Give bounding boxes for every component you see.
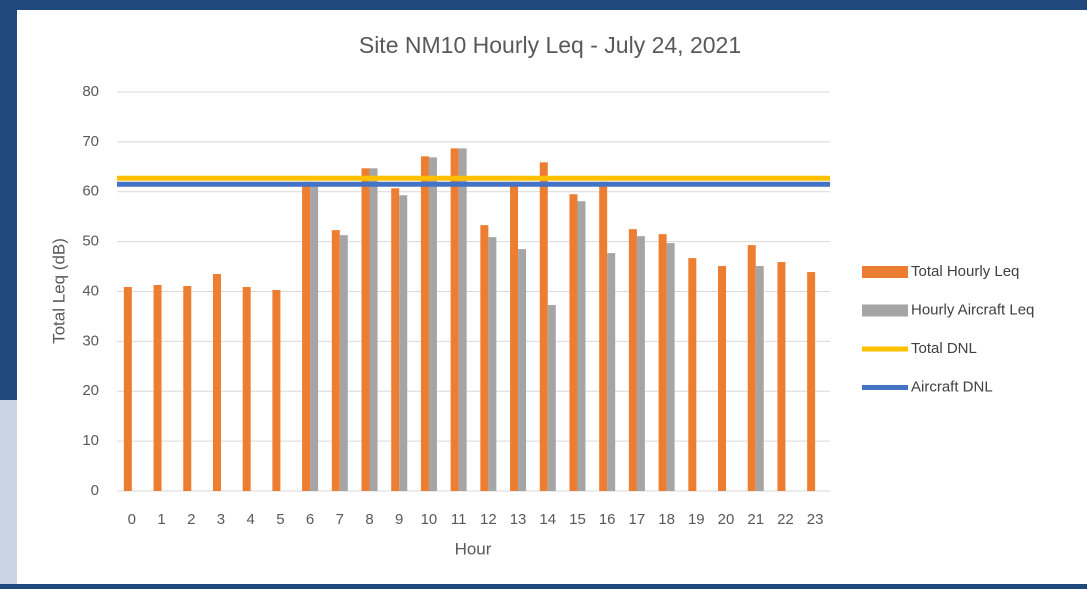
- y-tick-label: 40: [82, 282, 99, 299]
- bar: [510, 181, 519, 491]
- bar: [518, 249, 527, 491]
- bar: [607, 253, 616, 491]
- bar: [577, 201, 586, 491]
- y-tick-label: 70: [82, 133, 99, 150]
- bar: [755, 266, 764, 491]
- bar: [718, 266, 727, 491]
- legend-label: Aircraft DNL: [911, 378, 993, 395]
- bar: [450, 148, 459, 491]
- x-tick-label: 7: [336, 511, 344, 528]
- x-tick-label: 13: [510, 511, 527, 528]
- x-tick-label: 5: [276, 511, 284, 528]
- bar: [183, 286, 192, 491]
- legend-label: Total Hourly Leq: [911, 263, 1019, 280]
- bar: [539, 162, 548, 492]
- x-tick-label: 9: [395, 511, 403, 528]
- bar: [658, 234, 667, 492]
- bar: [302, 181, 311, 491]
- x-tick-label: 21: [747, 511, 764, 528]
- y-tick-label: 0: [91, 482, 99, 499]
- x-tick-label: 1: [157, 511, 165, 528]
- x-tick-label: 20: [718, 511, 735, 528]
- x-tick-label: 18: [658, 511, 675, 528]
- legend-swatch: [862, 266, 908, 278]
- x-tick-label: 8: [365, 511, 373, 528]
- y-tick-label: 10: [82, 432, 99, 449]
- bar: [369, 168, 378, 491]
- x-tick-label: 3: [217, 511, 225, 528]
- bar: [569, 194, 578, 491]
- bar: [331, 230, 340, 491]
- x-tick-label: 10: [421, 511, 438, 528]
- bar: [242, 287, 251, 491]
- bar: [636, 236, 645, 491]
- bar: [339, 235, 348, 491]
- x-tick-label: 15: [569, 511, 586, 528]
- x-tick-label: 2: [187, 511, 195, 528]
- x-tick-label: 14: [539, 511, 556, 528]
- bar: [666, 243, 675, 491]
- bar: [480, 225, 489, 491]
- bar: [488, 237, 497, 491]
- x-tick-label: 4: [247, 511, 255, 528]
- x-tick-label: 23: [807, 511, 824, 528]
- x-tick-label: 6: [306, 511, 314, 528]
- bar: [747, 245, 756, 491]
- bar: [688, 258, 697, 491]
- y-tick-label: 60: [82, 183, 99, 200]
- bar: [777, 262, 786, 491]
- x-axis-label: Hour: [455, 539, 492, 558]
- legend-label: Total DNL: [911, 340, 977, 357]
- x-tick-label: 19: [688, 511, 705, 528]
- y-tick-label: 50: [82, 233, 99, 250]
- legend-swatch: [862, 304, 908, 317]
- y-axis-label: Total Leq (dB): [49, 238, 68, 344]
- bar: [310, 181, 319, 491]
- bar: [391, 188, 400, 492]
- bar: [458, 148, 467, 491]
- x-tick-label: 12: [480, 511, 497, 528]
- x-tick-label: 11: [451, 511, 467, 528]
- bar: [212, 274, 221, 491]
- bar: [420, 156, 429, 491]
- bar: [361, 168, 370, 491]
- bar: [399, 195, 408, 491]
- x-tick-label: 17: [629, 511, 646, 528]
- x-tick-label: 22: [777, 511, 794, 528]
- chart-title: Site NM10 Hourly Leq - July 24, 2021: [359, 32, 741, 58]
- chart-panel: [17, 10, 1087, 584]
- bar: [807, 272, 816, 491]
- bar: [153, 285, 162, 491]
- x-tick-label: 16: [599, 511, 616, 528]
- bar: [428, 157, 437, 491]
- legend-label: Hourly Aircraft Leq: [911, 301, 1034, 318]
- y-tick-label: 30: [82, 332, 99, 349]
- y-tick-label: 80: [82, 83, 99, 100]
- bar: [599, 181, 608, 491]
- bar: [123, 287, 132, 491]
- bar: [547, 304, 556, 491]
- x-tick-label: 0: [128, 511, 136, 528]
- y-tick-label: 20: [82, 382, 99, 399]
- bar: [628, 229, 637, 491]
- bar: [272, 290, 281, 491]
- side-strip: [0, 400, 17, 584]
